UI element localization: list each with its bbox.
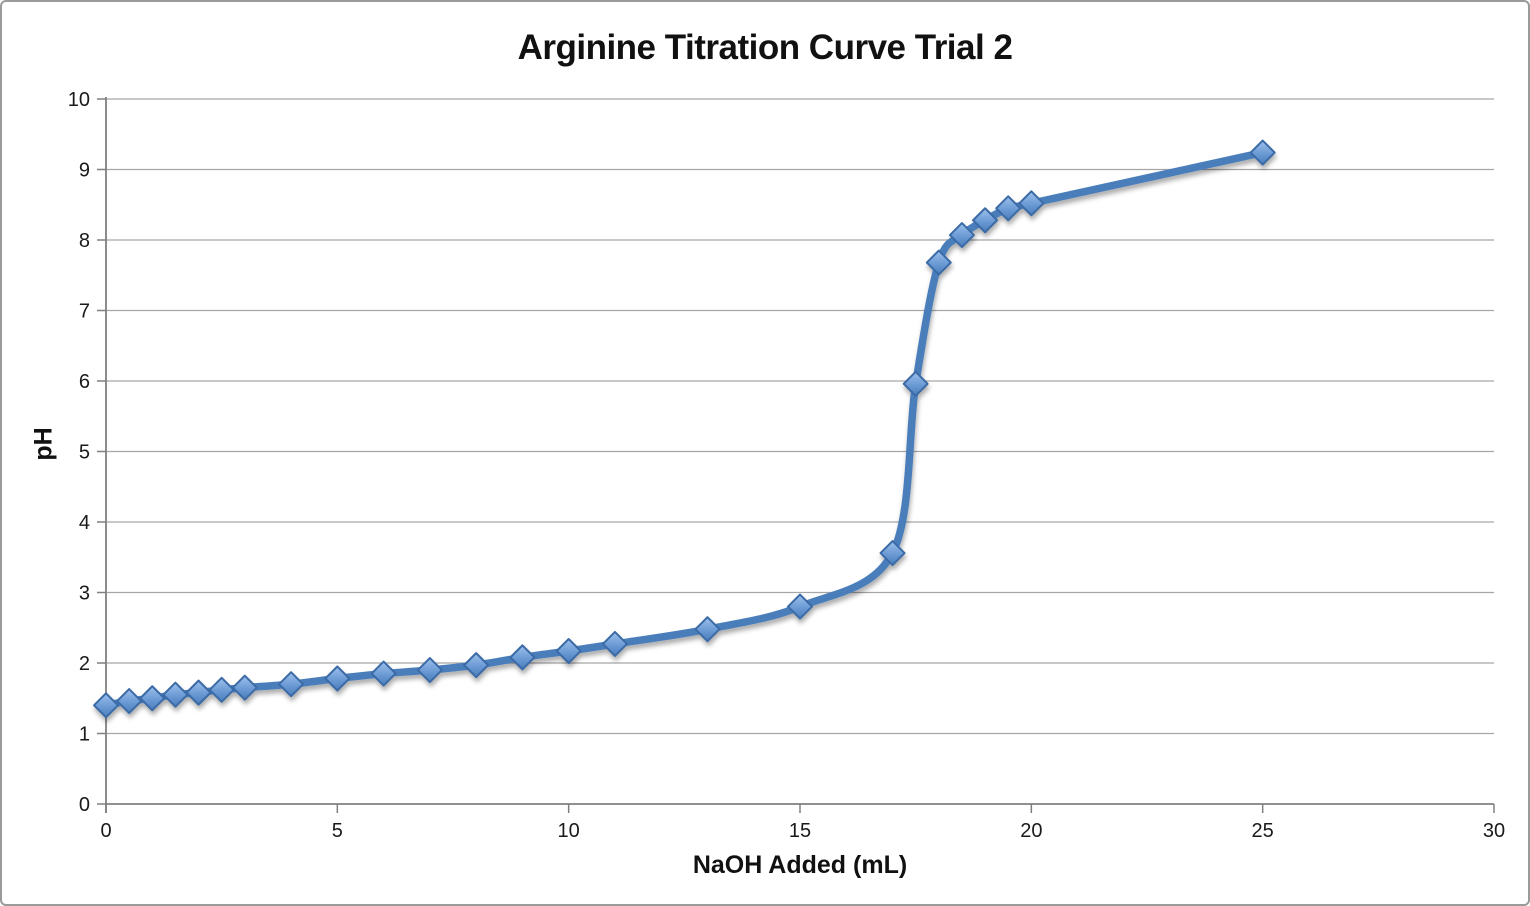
data-point-marker [694,616,721,643]
data-point-marker [463,652,490,679]
data-point-marker [902,370,929,397]
y-tick-label: 2 [79,653,90,675]
y-tick-label: 10 [68,89,90,111]
data-point-marker [948,222,975,249]
data-point-marker [370,660,397,687]
data-point-marker [1018,190,1045,217]
y-tick-label: 6 [79,371,90,393]
y-tick-label: 4 [79,512,90,534]
data-point-marker [925,249,952,276]
data-point-marker [139,685,166,712]
data-point-marker [879,540,906,567]
y-tick-label: 0 [79,794,90,816]
data-point-marker [324,665,351,692]
data-point-marker [416,657,443,684]
y-tick-label: 7 [79,301,90,323]
y-tick-label: 5 [79,442,90,464]
chart-title: Arginine Titration Curve Trial 2 [517,28,1013,67]
x-tick-label: 30 [1483,820,1505,842]
data-point-marker [185,679,212,706]
data-point-marker [555,638,582,665]
x-tick-label: 20 [1020,820,1042,842]
data-point-marker [231,674,258,701]
data-point-marker [509,644,536,671]
y-tick-label: 9 [79,160,90,182]
data-point-marker [208,676,235,703]
x-tick-label: 0 [100,820,111,842]
data-point-marker [278,671,305,698]
data-point-marker [972,207,999,234]
series-line [102,148,1267,710]
series-group [93,139,1276,719]
y-tick-label: 3 [79,583,90,605]
data-point-marker [1249,139,1276,166]
x-tick-label: 25 [1252,820,1274,842]
data-point-marker [601,630,628,657]
data-point-marker [93,692,119,719]
data-point-marker [995,195,1022,222]
x-axis-title: NaOH Added (mL) [692,851,908,879]
x-tick-label: 10 [558,820,580,842]
y-tick-label: 8 [79,230,90,252]
data-point-marker [787,593,813,620]
y-tick-label: 1 [79,724,90,746]
data-point-marker [116,688,143,715]
data-point-marker [162,681,189,708]
x-tick-label: 5 [332,820,343,842]
x-tick-label: 15 [789,820,811,842]
